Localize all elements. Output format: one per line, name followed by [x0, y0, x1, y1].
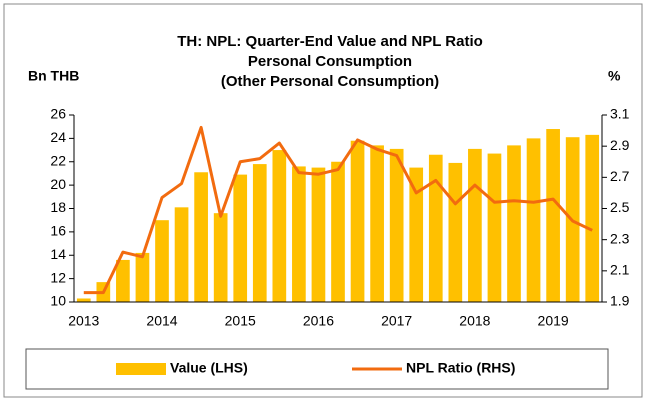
- bar: [194, 172, 208, 302]
- legend-label: Value (LHS): [170, 360, 248, 376]
- bar: [585, 134, 600, 302]
- legend-label: NPL Ratio (RHS): [406, 360, 515, 376]
- y-tick-label: 14: [50, 246, 66, 262]
- bar: [331, 161, 345, 302]
- y2-tick-label: 2.9: [610, 137, 630, 153]
- y-axis-label: Bn THB: [28, 68, 79, 84]
- bar: [507, 145, 521, 302]
- x-tick-label: 2015: [225, 313, 256, 329]
- bar: [292, 166, 306, 302]
- y2-tick-label: 3.1: [610, 106, 630, 122]
- y2-tick-label: 2.1: [610, 262, 630, 278]
- bar: [526, 138, 541, 302]
- bar: [116, 259, 130, 302]
- line: [83, 125, 593, 295]
- y-tick-label: 24: [50, 129, 66, 145]
- bar: [546, 129, 560, 302]
- chart-title: (Other Personal Consumption): [221, 73, 439, 90]
- bar: [135, 252, 150, 302]
- y-tick-label: 18: [50, 199, 66, 215]
- y2-axis-label: %: [608, 68, 621, 84]
- x-tick-label: 2013: [68, 313, 99, 329]
- bar: [213, 213, 228, 302]
- bar: [272, 150, 287, 302]
- x-tick-label: 2014: [146, 313, 177, 329]
- chart-title: TH: NPL: Quarter-End Value and NPL Ratio: [177, 33, 483, 50]
- bar: [370, 145, 384, 302]
- y2-tick-label: 2.5: [610, 199, 630, 215]
- legend: [25, 348, 609, 390]
- legend-swatch: [116, 363, 166, 375]
- y2-tick-label: 2.7: [610, 168, 630, 184]
- chart-title: Personal Consumption: [248, 53, 412, 70]
- bar: [233, 174, 248, 302]
- y-tick-label: 26: [50, 106, 66, 122]
- x-tick-label: 2018: [459, 313, 490, 329]
- bar: [311, 167, 326, 302]
- bar: [350, 140, 365, 302]
- x-tick-label: 2016: [303, 313, 334, 329]
- y-tick-label: 20: [50, 176, 66, 192]
- y-tick-label: 10: [50, 293, 66, 309]
- bar: [389, 148, 404, 302]
- bar: [174, 207, 189, 302]
- bar: [448, 162, 463, 302]
- y-tick-label: 12: [50, 269, 66, 285]
- bar: [76, 298, 91, 302]
- bar: [409, 167, 424, 302]
- y-tick-label: 22: [50, 152, 66, 168]
- y2-tick-label: 1.9: [610, 293, 630, 309]
- bar: [468, 148, 482, 302]
- bar: [487, 153, 502, 302]
- bar: [428, 154, 443, 302]
- y-tick-label: 16: [50, 223, 66, 239]
- x-tick-label: 2019: [538, 313, 569, 329]
- bar: [252, 164, 267, 302]
- x-tick-label: 2017: [381, 313, 412, 329]
- y2-tick-label: 2.3: [610, 230, 630, 246]
- bar: [155, 220, 169, 302]
